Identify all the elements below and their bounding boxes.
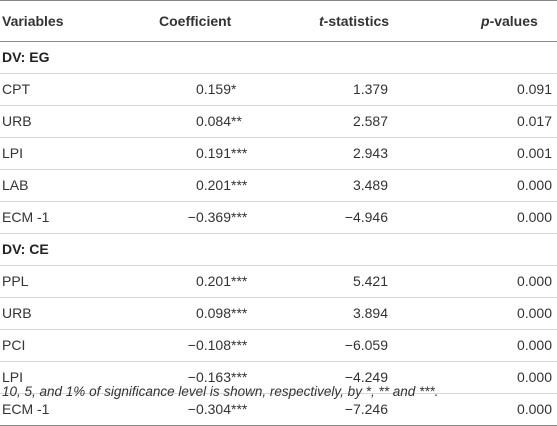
coefficient-cell: −0.163*** <box>136 361 276 394</box>
t-statistic-cell: −4.249 <box>276 361 416 394</box>
coefficient-value: 0.159 <box>195 81 231 97</box>
significance-stars: *** <box>231 369 248 385</box>
group-header-row: DV: EG <box>0 41 557 74</box>
significance-stars: ** <box>231 113 242 129</box>
variable-cell: LPI <box>0 361 136 394</box>
header-variables: Variables <box>0 0 136 42</box>
coefficient-value: −0.108 <box>187 337 231 353</box>
table-row: LPI −0.163*** −4.249 0.000 <box>0 361 557 394</box>
table-body: DV: EG CPT 0.159* 1.379 0.091 URB 0.084*… <box>0 41 557 426</box>
p-value-cell: 0.091 <box>416 73 557 106</box>
coefficient-value: −0.369 <box>187 209 231 225</box>
t-statistic-cell: 3.894 <box>276 297 416 330</box>
significance-stars: *** <box>231 273 248 289</box>
coefficient-value: 0.098 <box>195 305 231 321</box>
header-t-suffix: -statistics <box>323 13 390 29</box>
t-statistic-cell: −4.946 <box>276 201 416 234</box>
variable-cell: CPT <box>0 73 136 106</box>
p-value-cell: 0.001 <box>416 137 557 170</box>
header-p-suffix: -values <box>489 13 538 29</box>
coefficient-cell: 0.201*** <box>136 169 276 202</box>
t-statistic-cell: 2.943 <box>276 137 416 170</box>
coefficient-value: 0.191 <box>195 145 231 161</box>
variable-cell: LPI <box>0 137 136 170</box>
header-t-prefix: t <box>319 13 324 29</box>
table-row: CPT 0.159* 1.379 0.091 <box>0 73 557 106</box>
coefficient-cell: −0.369*** <box>136 201 276 234</box>
group-title: DV: EG <box>0 41 557 74</box>
table-row: LAB 0.201*** 3.489 0.000 <box>0 169 557 202</box>
header-coefficient: Coefficient <box>136 0 276 42</box>
variable-cell: ECM -1 <box>0 201 136 234</box>
p-value-cell: 0.000 <box>416 265 557 298</box>
t-statistic-cell: 3.489 <box>276 169 416 202</box>
header-t-statistics: t-statistics <box>276 0 416 42</box>
t-statistic-cell: 5.421 <box>276 265 416 298</box>
p-value-cell: 0.017 <box>416 105 557 138</box>
table-row: URB 0.084** 2.587 0.017 <box>0 105 557 138</box>
t-statistic-cell: 1.379 <box>276 73 416 106</box>
header-row: Variables Coefficient t-statistics p-val… <box>0 0 557 42</box>
table-row: URB 0.098*** 3.894 0.000 <box>0 297 557 330</box>
significance-stars: *** <box>231 177 248 193</box>
significance-stars: *** <box>231 145 248 161</box>
table-row: PPL 0.201*** 5.421 0.000 <box>0 265 557 298</box>
header-p-values: p-values <box>416 0 557 42</box>
significance-stars: *** <box>231 305 248 321</box>
significance-stars: *** <box>231 337 248 353</box>
coefficient-cell: 0.191*** <box>136 137 276 170</box>
t-statistic-cell: 2.587 <box>276 105 416 138</box>
coefficient-value: −0.163 <box>187 369 231 385</box>
coefficient-cell: 0.159* <box>136 73 276 106</box>
coefficient-cell: 0.201*** <box>136 265 276 298</box>
variable-cell: LAB <box>0 169 136 202</box>
header-p-prefix: p <box>481 13 490 29</box>
coefficient-value: 0.084 <box>195 113 231 129</box>
group-header-row: DV: CE <box>0 233 557 266</box>
variable-cell: URB <box>0 297 136 330</box>
coefficient-cell: 0.098*** <box>136 297 276 330</box>
significance-stars: * <box>231 81 237 97</box>
table-footnote: 10, 5, and 1% of significance level is s… <box>2 384 439 399</box>
p-value-cell: 0.000 <box>416 169 557 202</box>
variable-cell: PCI <box>0 329 136 362</box>
group-title: DV: CE <box>0 233 557 266</box>
p-value-cell: 0.000 <box>416 361 557 394</box>
coefficient-cell: 0.084** <box>136 105 276 138</box>
table-row: PCI −0.108*** −6.059 0.000 <box>0 329 557 362</box>
table-row: ECM -1 −0.369*** −4.946 0.000 <box>0 201 557 234</box>
table-row: LPI 0.191*** 2.943 0.001 <box>0 137 557 170</box>
coefficient-cell: −0.108*** <box>136 329 276 362</box>
variable-cell: PPL <box>0 265 136 298</box>
significance-stars: *** <box>231 209 248 225</box>
coefficient-value: 0.201 <box>195 177 231 193</box>
coefficient-value: 0.201 <box>195 273 231 289</box>
variable-cell: URB <box>0 105 136 138</box>
p-value-cell: 0.000 <box>416 297 557 330</box>
t-statistic-cell: −6.059 <box>276 329 416 362</box>
p-value-cell: 0.000 <box>416 201 557 234</box>
p-value-cell: 0.000 <box>416 329 557 362</box>
